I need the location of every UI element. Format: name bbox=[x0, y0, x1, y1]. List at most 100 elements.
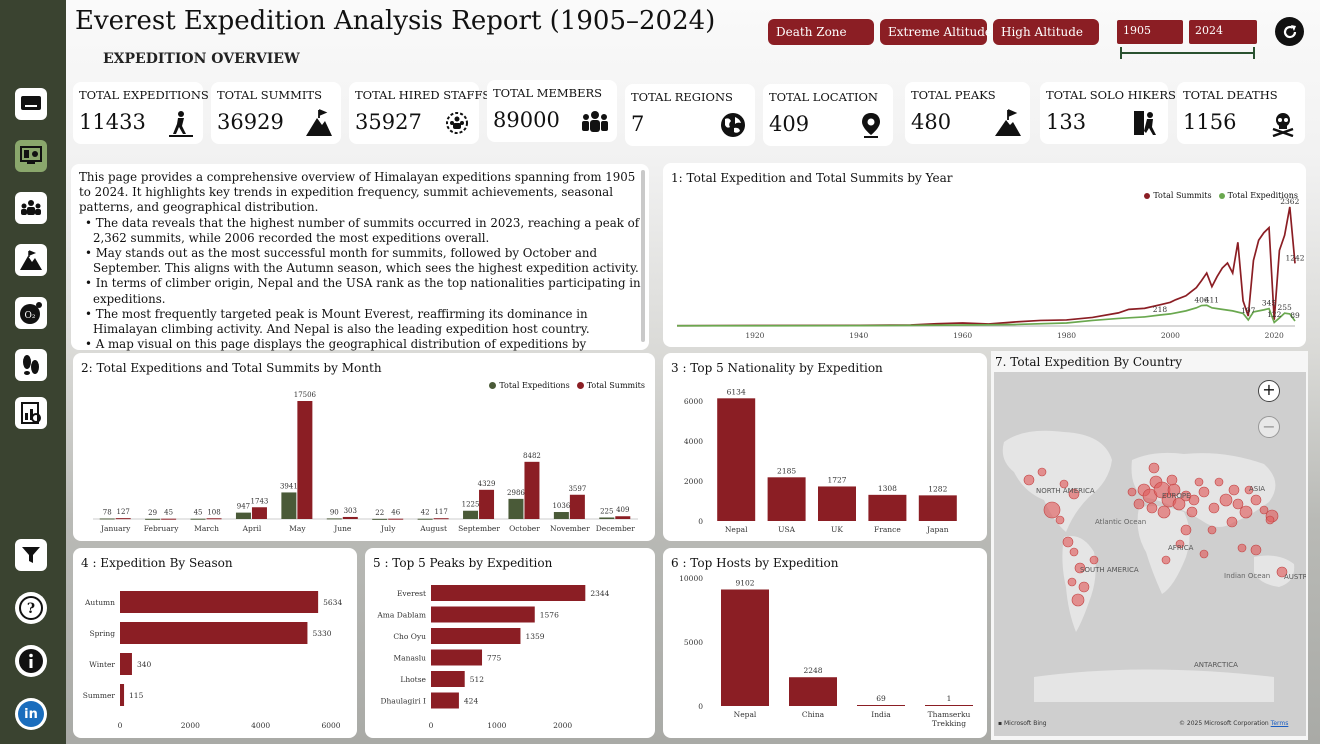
data-label: 3597 bbox=[568, 485, 586, 493]
expeditions-bar bbox=[190, 518, 206, 520]
country-bubble bbox=[1259, 505, 1269, 515]
x-tick-label: Trekking bbox=[932, 719, 966, 728]
x-tick-label: 2020 bbox=[1265, 331, 1284, 340]
world-map[interactable]: NORTH AMERICA Atlantic Ocean EUROPE ASIA… bbox=[994, 372, 1306, 736]
data-label: 340 bbox=[137, 660, 152, 669]
bar bbox=[120, 591, 319, 613]
legend-swatch bbox=[489, 382, 497, 389]
country-bubble bbox=[1133, 498, 1145, 510]
country-bubble bbox=[1250, 494, 1262, 506]
x-tick-label: June bbox=[333, 524, 352, 533]
team-icon[interactable] bbox=[15, 192, 47, 224]
oxygen-icon[interactable]: O₂ bbox=[15, 297, 47, 329]
bar bbox=[925, 705, 973, 706]
x-tick-label: UK bbox=[831, 525, 843, 534]
info-icon[interactable] bbox=[15, 645, 47, 677]
data-label: 1743 bbox=[251, 497, 269, 505]
summits-bar bbox=[433, 518, 449, 520]
bar bbox=[721, 589, 769, 706]
chart-legend: Total Summits Total Expeditions bbox=[1144, 191, 1298, 200]
filter-high-altitude-button[interactable]: High Altitude bbox=[993, 19, 1099, 45]
expeditions-bar bbox=[145, 518, 161, 520]
map-terms-link[interactable]: Terms bbox=[1270, 720, 1289, 727]
filter-extreme-altitude-button[interactable]: Extreme Altitude bbox=[880, 19, 992, 45]
page-title: Everest Expedition Analysis Report (1905… bbox=[75, 6, 716, 36]
bar bbox=[431, 585, 586, 601]
kpi-label: TOTAL PEAKS bbox=[911, 88, 996, 102]
kpi-value: 1156 bbox=[1183, 110, 1237, 134]
y-tick-label: 5000 bbox=[684, 638, 703, 647]
country-bubble bbox=[1226, 516, 1238, 528]
overview-dashboard-icon[interactable] bbox=[15, 140, 47, 172]
screen-icon[interactable] bbox=[15, 88, 47, 120]
x-tick-label: November bbox=[550, 524, 590, 533]
data-label: 8482 bbox=[523, 452, 541, 460]
description-intro: This page provides a comprehensive overv… bbox=[79, 170, 636, 215]
sidebar: O₂ ? in bbox=[0, 0, 66, 744]
year-end-input[interactable]: 2024 bbox=[1189, 20, 1257, 44]
y-tick-label: Ama Dablam bbox=[376, 611, 426, 620]
year-range-slider[interactable] bbox=[1121, 52, 1255, 54]
kpi-label: TOTAL MEMBERS bbox=[493, 86, 603, 100]
country-bubble bbox=[1148, 462, 1160, 474]
data-label: 1576 bbox=[540, 611, 559, 620]
help-icon[interactable]: ? bbox=[15, 592, 47, 624]
chart-card-peaks: 5 : Top 5 Peaks by Expedition 2344 Everes… bbox=[365, 548, 655, 738]
map-label-africa: AFRICA bbox=[1168, 544, 1194, 552]
legend-swatch bbox=[1144, 192, 1151, 199]
chart-card-nationality: 3 : Top 5 Nationality by Expedition 0 200… bbox=[663, 353, 987, 541]
summits-bar bbox=[524, 461, 540, 519]
chart-title: 2: Total Expeditions and Total Summits b… bbox=[81, 361, 382, 375]
linkedin-icon[interactable]: in bbox=[15, 698, 47, 730]
data-label: 409 bbox=[616, 506, 629, 514]
x-tick-label: April bbox=[242, 524, 262, 533]
kpi-label: TOTAL SUMMITS bbox=[217, 88, 322, 102]
kpi-label: TOTAL EXPEDITIONS bbox=[79, 88, 209, 102]
kpi-card-deaths: TOTAL DEATHS 1156 bbox=[1177, 82, 1305, 144]
year-slider-end-handle[interactable] bbox=[1253, 47, 1255, 59]
map-label-south-america: SOUTH AMERICA bbox=[1080, 566, 1139, 574]
mountain-icon[interactable] bbox=[15, 244, 47, 276]
map-zoom-out-button[interactable]: − bbox=[1258, 416, 1280, 438]
data-label: 46 bbox=[391, 509, 400, 517]
y-tick-label: Summer bbox=[83, 691, 116, 700]
hosts-bar-chart: 0 5000 10000 9102 Nepal 2248 China 69 India 1 Tham… bbox=[679, 574, 973, 728]
summits-line bbox=[676, 206, 1296, 327]
kpi-card-peaks: TOTAL PEAKS 480 bbox=[905, 82, 1030, 144]
year-slider-start-handle[interactable] bbox=[1120, 47, 1122, 59]
data-label: 127 bbox=[117, 508, 130, 516]
map-zoom-in-button[interactable]: + bbox=[1258, 380, 1280, 402]
x-tick-label: 4000 bbox=[251, 721, 270, 730]
x-tick-label: 2000 bbox=[181, 721, 200, 730]
country-bubble bbox=[1023, 474, 1035, 486]
bar bbox=[120, 684, 125, 706]
data-label: 1225 bbox=[462, 501, 480, 509]
country-bubble bbox=[1089, 555, 1099, 565]
country-bubble bbox=[1059, 479, 1069, 489]
country-bubble bbox=[1037, 467, 1047, 477]
summits-bar bbox=[479, 489, 495, 519]
x-tick-label: October bbox=[509, 524, 540, 533]
filter-icon[interactable] bbox=[15, 539, 47, 571]
year-start-input[interactable]: 1905 bbox=[1117, 20, 1183, 44]
country-bubble bbox=[1074, 562, 1086, 574]
footprints-icon[interactable] bbox=[15, 349, 47, 381]
description-scrollbar[interactable] bbox=[641, 170, 645, 342]
country-bubble bbox=[1244, 485, 1254, 495]
country-bubble bbox=[1188, 494, 1200, 506]
data-label: 1282 bbox=[928, 484, 947, 493]
filter-death-zone-button[interactable]: Death Zone bbox=[768, 19, 874, 45]
map-label-europe: EUROPE bbox=[1162, 492, 1191, 500]
data-label: 69 bbox=[876, 694, 886, 703]
summits-bar bbox=[297, 401, 313, 519]
data-label: 17506 bbox=[294, 391, 317, 399]
data-label: 512 bbox=[470, 675, 485, 684]
bar bbox=[868, 494, 907, 521]
x-tick-label: India bbox=[871, 710, 891, 719]
report-icon[interactable] bbox=[15, 397, 47, 429]
country-bubble bbox=[1180, 524, 1192, 536]
kpi-card-summits: TOTAL SUMMITS 36929 bbox=[211, 82, 341, 144]
y-tick-label: Everest bbox=[397, 589, 426, 598]
refresh-icon[interactable] bbox=[1275, 17, 1304, 46]
country-bubble bbox=[1208, 502, 1220, 514]
